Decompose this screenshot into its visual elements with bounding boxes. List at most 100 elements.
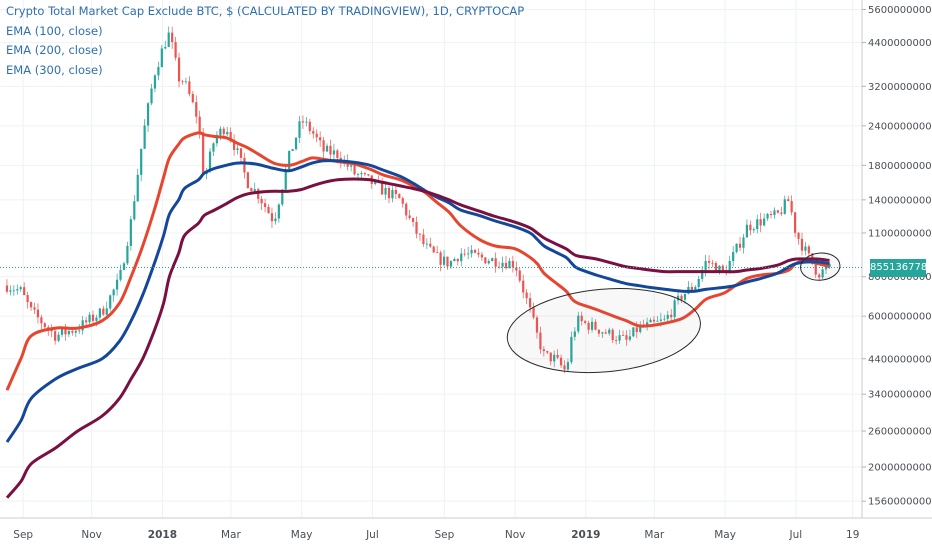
y-tick-label: 44000000000 (868, 354, 932, 365)
candle-body (494, 258, 497, 267)
candle-body (270, 213, 274, 222)
candle-body (618, 335, 621, 341)
chart-title: Crypto Total Market Cap Exclude BTC, $ (… (6, 4, 525, 18)
candle-body (625, 335, 628, 340)
price-candles (5, 26, 831, 374)
legend-ema-200[interactable]: EMA (200, close) (6, 43, 103, 57)
candle-body (67, 331, 71, 335)
candle-body (604, 332, 607, 334)
candle-body (405, 203, 408, 216)
candle-body (391, 189, 394, 199)
price-axis-labels: 15600000000 20000000000 26000000000 3400000… (862, 5, 932, 508)
candle-body (384, 187, 387, 195)
candle-body (129, 219, 132, 246)
x-tick-label: Sep (13, 529, 33, 541)
candle-body (800, 238, 804, 251)
candle-body (71, 331, 74, 333)
candle-body (694, 287, 697, 291)
candle-body (429, 243, 432, 247)
candle-body (769, 213, 773, 216)
candle-body (432, 246, 435, 253)
candle-body (26, 295, 29, 303)
candle-body (528, 298, 532, 308)
candle-body (594, 321, 597, 330)
candle-body (281, 189, 284, 205)
candle-body (635, 327, 638, 332)
candle-body (556, 354, 559, 358)
last-price-tag: 85513677898 (870, 258, 932, 277)
candle-body (54, 331, 57, 341)
candle-body (64, 328, 67, 335)
candle-body (29, 302, 33, 308)
legend-ema-300[interactable]: EMA (300, close) (6, 62, 103, 77)
candle-body (577, 315, 580, 332)
candle-body (666, 314, 669, 319)
candle-body (639, 324, 642, 332)
candle-body (821, 269, 824, 278)
candle-body (33, 307, 36, 310)
candle-body (460, 253, 463, 262)
candle-body (325, 145, 329, 152)
candle-body (181, 81, 184, 83)
legend-ema-100[interactable]: EMA (100, close) (6, 23, 103, 38)
y-tick-label: 440000000000 (868, 38, 932, 49)
candle-body (229, 131, 232, 140)
candle-body (542, 349, 545, 352)
candle-body (198, 116, 201, 133)
candle-body (9, 290, 12, 292)
candle-body (608, 329, 611, 334)
y-tick-label: 26000000000 (868, 427, 932, 438)
candle-body (422, 234, 425, 245)
candle-body (153, 75, 157, 89)
ema-300-line (5, 177, 830, 499)
x-tick-label: Sep (434, 529, 454, 541)
candle-body (260, 198, 263, 204)
candle-body (233, 139, 236, 150)
candle-body (525, 292, 528, 299)
candle-body (381, 181, 384, 195)
candle-body (446, 256, 449, 267)
candle-body (274, 218, 277, 222)
candle-body (707, 260, 711, 263)
candle-body (126, 245, 129, 264)
candle-body (425, 243, 428, 245)
candle-body (766, 213, 769, 219)
y-tick-label: 80000000000 (868, 272, 932, 283)
candle-body (146, 103, 150, 126)
candle-body (257, 189, 260, 199)
candle-body (115, 279, 119, 290)
y-tick-label: 34000000000 (868, 390, 932, 401)
candle-body (57, 334, 60, 341)
candle-body (518, 270, 521, 281)
candle-body (312, 131, 315, 134)
candle-body (690, 286, 693, 291)
candle-body (467, 253, 470, 255)
candle-body (738, 243, 742, 248)
candle-body (356, 174, 360, 176)
candle-body (239, 148, 243, 158)
candle-body (291, 149, 294, 151)
candle-body (522, 280, 525, 293)
candle-body (81, 320, 84, 331)
candle-body (208, 151, 212, 172)
candle-body (776, 210, 779, 213)
candle-body (597, 329, 601, 334)
candle-body (212, 143, 215, 152)
candle-body (19, 287, 22, 290)
candle-body (587, 322, 590, 330)
candle-body (804, 246, 807, 251)
candle-body (511, 260, 514, 268)
candle-body (43, 323, 46, 328)
candle-body (40, 317, 43, 324)
candle-body (721, 265, 724, 271)
candle-body (246, 172, 249, 189)
candle-body (177, 57, 181, 82)
candle-body (105, 308, 108, 315)
candle-body (566, 362, 570, 370)
candle-body (539, 332, 542, 350)
candle-body (202, 132, 205, 175)
y-tick-label: 240000000000 (868, 121, 932, 132)
candle-body (109, 295, 112, 309)
ema-200-line (5, 159, 830, 443)
